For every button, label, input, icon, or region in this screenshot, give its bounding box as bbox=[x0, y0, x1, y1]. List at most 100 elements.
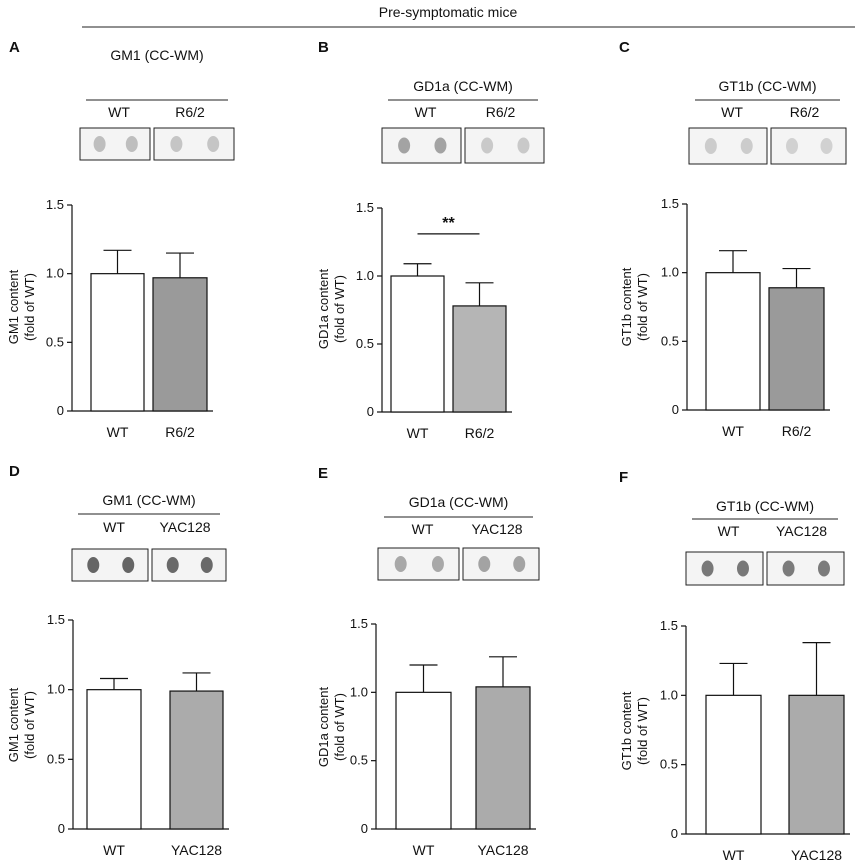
panel-f: F GT1b (CC-WM) WT YAC128 0 0.5 1.0 1.5 GT1b cont… bbox=[619, 469, 850, 860]
y-tick-label: 1.0 bbox=[660, 687, 678, 702]
panel-d: D GM1 (CC-WM) WT YAC128 0 0.5 1.0 1.5 GM1 conten… bbox=[6, 463, 229, 858]
blot-lane-label: WT bbox=[721, 104, 743, 120]
y-tick-label: 1.5 bbox=[47, 612, 65, 627]
y-tick-label: 1.5 bbox=[356, 200, 374, 215]
bar-1 bbox=[452, 305, 507, 413]
x-category-label: R6/2 bbox=[465, 425, 495, 441]
blot-lane-label: WT bbox=[415, 104, 437, 120]
x-category-label: YAC128 bbox=[477, 842, 528, 858]
blot-lane-box bbox=[377, 547, 460, 581]
x-category-label: WT bbox=[407, 425, 429, 441]
blot-spot bbox=[122, 557, 135, 573]
y-axis-label-units: (fold of WT) bbox=[635, 273, 650, 341]
blot-lane-label: YAC128 bbox=[159, 519, 210, 535]
y-axis-label: GD1a content bbox=[316, 687, 331, 768]
significance-marker: ** bbox=[442, 215, 455, 232]
blot-lane-label: YAC128 bbox=[776, 523, 827, 539]
blot-spot bbox=[817, 560, 830, 577]
x-category-label: WT bbox=[413, 842, 435, 858]
y-tick-label: 1.0 bbox=[47, 682, 65, 697]
blot-lane-label: WT bbox=[718, 523, 740, 539]
blot-title: GT1b (CC-WM) bbox=[716, 498, 814, 514]
panel-letter: E bbox=[318, 465, 328, 482]
y-axis-label: GT1b content bbox=[619, 267, 634, 346]
blot-spot bbox=[701, 560, 714, 577]
y-tick-label: 0.5 bbox=[46, 334, 64, 349]
blot-title: GT1b (CC-WM) bbox=[719, 78, 817, 94]
panel-c: C GT1b (CC-WM) WT R6/2 0 0.5 1.0 1.5 GT1b conten… bbox=[619, 39, 847, 439]
panel-b: B GD1a (CC-WM) WT R6/2 0 0.5 1.0 1.5 GD1a conten… bbox=[316, 39, 545, 441]
bar-0 bbox=[390, 275, 445, 413]
blot-spot bbox=[517, 137, 530, 154]
blot-lane-label: WT bbox=[108, 104, 130, 120]
y-tick-label: 0 bbox=[58, 821, 65, 836]
y-axis-label-units: (fold of WT) bbox=[22, 273, 37, 341]
blot-lane-box bbox=[688, 127, 768, 165]
y-tick-label: 1.0 bbox=[661, 265, 679, 280]
blot-lane-box bbox=[151, 548, 227, 582]
blot-spot bbox=[87, 557, 100, 573]
blot-lane-box bbox=[153, 127, 235, 161]
y-tick-label: 1.0 bbox=[46, 266, 64, 281]
y-tick-label: 1.5 bbox=[660, 618, 678, 633]
bar-1 bbox=[152, 277, 208, 412]
blot-spot bbox=[736, 560, 749, 577]
blot-spot bbox=[820, 138, 833, 154]
blot-spot bbox=[170, 136, 183, 152]
y-axis-label-units: (fold of WT) bbox=[332, 275, 347, 343]
blot-spot bbox=[207, 136, 220, 152]
blot-spot bbox=[431, 556, 444, 572]
blot-lane-box bbox=[766, 551, 845, 586]
y-tick-label: 0.5 bbox=[47, 751, 65, 766]
blot-spot bbox=[398, 137, 411, 154]
blot-title: GM1 (CC-WM) bbox=[110, 47, 203, 63]
x-category-label: YAC128 bbox=[791, 847, 842, 860]
y-tick-label: 0 bbox=[57, 403, 64, 418]
y-tick-label: 0.5 bbox=[661, 333, 679, 348]
x-category-label: R6/2 bbox=[165, 424, 195, 440]
blot-lane-box bbox=[464, 127, 545, 164]
blot-spot bbox=[93, 136, 106, 152]
blot-spot bbox=[200, 557, 213, 573]
blot-lane-box bbox=[381, 127, 462, 164]
panel-letter: D bbox=[9, 463, 20, 480]
y-tick-label: 1.5 bbox=[46, 197, 64, 212]
bar-1 bbox=[768, 287, 825, 411]
figure-title: Pre-symptomatic mice bbox=[379, 4, 518, 20]
blot-lane-label: YAC128 bbox=[471, 521, 522, 537]
panel-letter: B bbox=[318, 39, 329, 56]
panel-letter: C bbox=[619, 39, 630, 56]
panel-letter: F bbox=[619, 469, 628, 486]
blot-lane-box bbox=[770, 127, 847, 165]
y-axis-label-units: (fold of WT) bbox=[635, 697, 650, 765]
blot-lane-box bbox=[71, 548, 149, 582]
blot-lane-label: R6/2 bbox=[790, 104, 820, 120]
y-tick-label: 1.0 bbox=[356, 268, 374, 283]
x-category-label: WT bbox=[103, 842, 125, 858]
x-category-label: YAC128 bbox=[171, 842, 222, 858]
bar-0 bbox=[86, 689, 142, 830]
blot-spot bbox=[481, 137, 494, 154]
blot-spot bbox=[704, 138, 717, 154]
blot-lane-label: WT bbox=[103, 519, 125, 535]
blot-spot bbox=[478, 556, 491, 572]
y-tick-label: 1.5 bbox=[661, 196, 679, 211]
y-axis-label: GT1b content bbox=[619, 691, 634, 770]
blot-spot bbox=[782, 560, 795, 577]
blot-spot bbox=[740, 138, 753, 154]
x-category-label: WT bbox=[107, 424, 129, 440]
blot-spot bbox=[513, 556, 526, 572]
y-tick-label: 0 bbox=[672, 402, 679, 417]
y-tick-label: 0.5 bbox=[356, 336, 374, 351]
blot-lane-label: R6/2 bbox=[175, 104, 205, 120]
blot-title: GD1a (CC-WM) bbox=[409, 494, 509, 510]
blot-spot bbox=[434, 137, 447, 154]
y-tick-label: 0 bbox=[671, 826, 678, 841]
blot-lane-box bbox=[462, 547, 540, 581]
x-category-label: R6/2 bbox=[782, 423, 812, 439]
bar-0 bbox=[395, 691, 452, 830]
bar-1 bbox=[169, 690, 224, 830]
blot-lane-box bbox=[79, 127, 151, 161]
